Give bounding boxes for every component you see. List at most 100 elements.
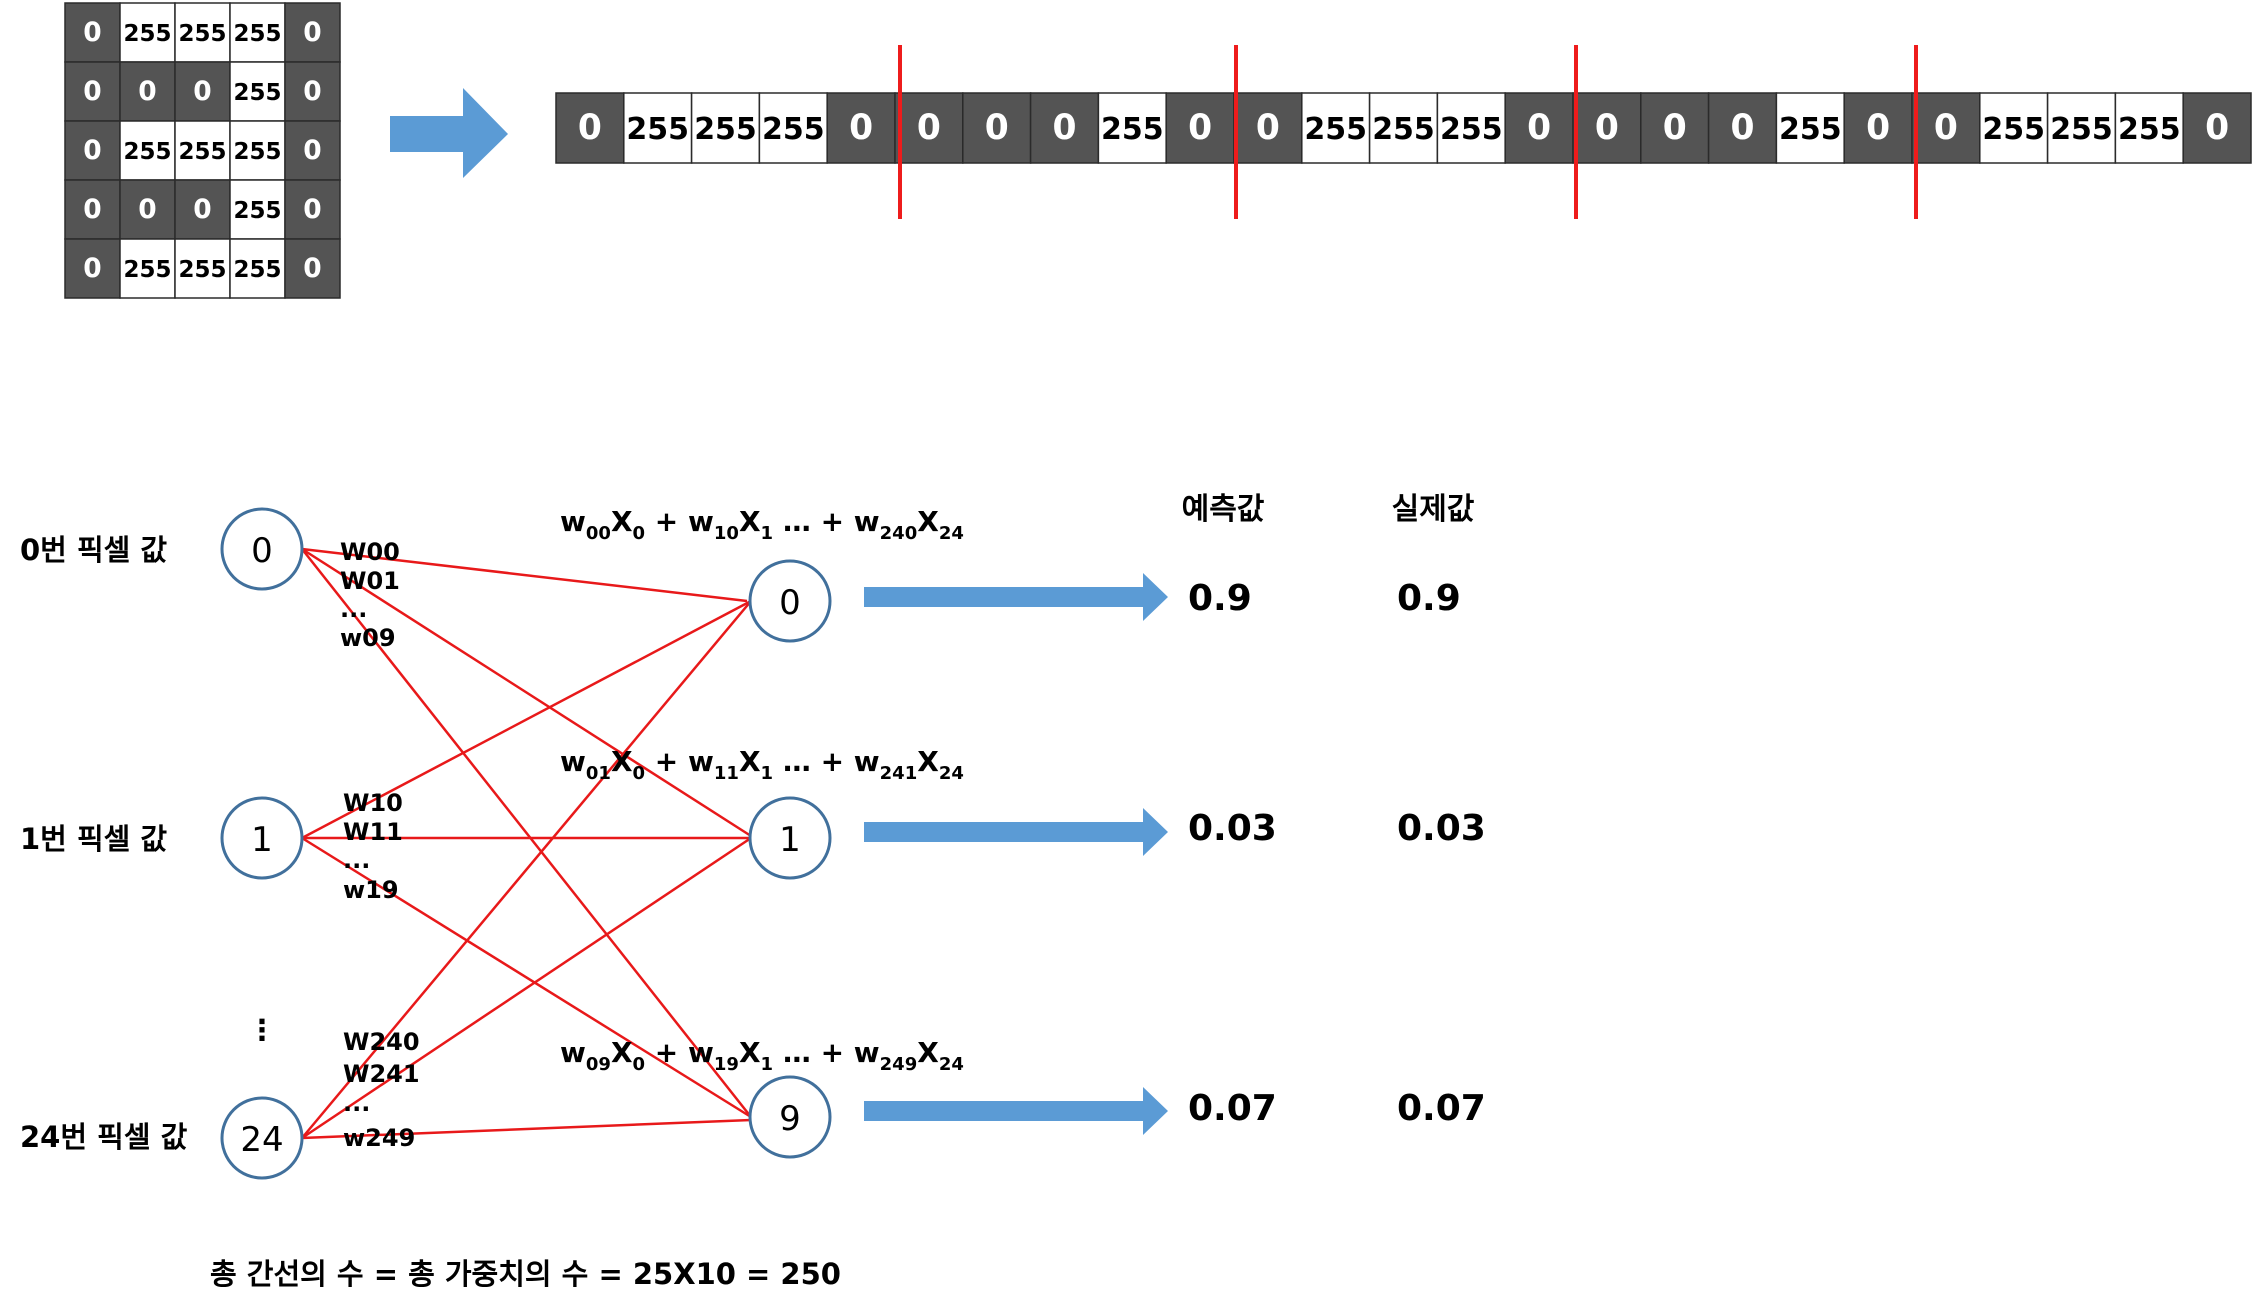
edge xyxy=(301,600,752,1139)
grid-cell-value: 0 xyxy=(193,194,211,225)
weight-label: W240 xyxy=(343,1028,420,1056)
flat-cell: 255 xyxy=(1301,92,1371,164)
flat-cell: 255 xyxy=(2114,92,2184,164)
flat-cell-value: 0 xyxy=(1595,108,1619,148)
input-label: 1번 픽셀 값 xyxy=(20,822,167,856)
flat-cell: 0 xyxy=(555,92,625,164)
flat-cell: 0 xyxy=(1165,92,1235,164)
output-arrow xyxy=(864,573,1168,621)
flat-cell: 255 xyxy=(758,92,828,164)
weight-label: W241 xyxy=(343,1060,420,1088)
grid-cell-value: 255 xyxy=(178,257,226,283)
flat-cell: 0 xyxy=(1233,92,1303,164)
grid-cell: 0 xyxy=(119,61,176,122)
flattened-row: 0 255 255 255 0 0 0 0 255 0 0 255 255 255 0 0 0 0 255 0 0 255… xyxy=(555,92,2252,164)
grid-cell: 255 xyxy=(229,120,286,181)
grid-cell-value: 0 xyxy=(303,17,321,48)
weight-label: w249 xyxy=(343,1124,415,1152)
grid-cell: 0 xyxy=(64,238,121,299)
flat-cell-value: 0 xyxy=(1188,108,1212,148)
flat-cell-value: 0 xyxy=(1934,108,1958,148)
grid-cell-value: 0 xyxy=(303,194,321,225)
flat-cell-value: 255 xyxy=(762,112,825,147)
flat-cell-value: 0 xyxy=(1052,108,1076,148)
grid-cell-value: 0 xyxy=(83,135,101,166)
grid-cell: 255 xyxy=(174,238,231,299)
edge xyxy=(301,547,748,603)
equation: w09X0 + w19X1 … + w249X24 xyxy=(560,1036,964,1075)
weight-label: W11 xyxy=(343,818,403,846)
flat-cell: 0 xyxy=(1572,92,1642,164)
output-node: 1 xyxy=(748,796,832,880)
eq-subscript: 11 xyxy=(714,763,739,784)
flat-cell: 255 xyxy=(623,92,693,164)
weight-label: W00 xyxy=(340,538,400,566)
input-node-label: 1 xyxy=(251,820,273,860)
eq-subscript: 09 xyxy=(586,1054,611,1075)
flat-cell-value: 255 xyxy=(1101,112,1164,147)
grid-cell-value: 255 xyxy=(123,257,171,283)
predicted-header: 예측값 xyxy=(1182,492,1265,527)
edge xyxy=(301,548,752,1118)
flat-cell: 0 xyxy=(1640,92,1710,164)
edge xyxy=(301,836,752,1140)
flat-cell-value: 255 xyxy=(2118,112,2181,147)
flat-cell-value: 0 xyxy=(1527,108,1551,148)
grid-cell: 0 xyxy=(284,238,341,299)
weight-label: ... xyxy=(343,1089,370,1117)
footer-formula: 총 간선의 수 = 총 가중치의 수 = 25X10 = 250 xyxy=(210,1257,841,1291)
flat-cell: 255 xyxy=(1436,92,1506,164)
network-edges xyxy=(301,547,752,1140)
grid-cell-value: 255 xyxy=(233,198,281,224)
edge xyxy=(301,1118,752,1140)
flat-cell: 0 xyxy=(826,92,896,164)
flat-cell: 255 xyxy=(2046,92,2117,164)
flat-cell-value: 255 xyxy=(1440,112,1503,147)
grid-cell: 0 xyxy=(64,179,121,240)
eq-subscript: 249 xyxy=(880,1054,918,1075)
flat-cell: 255 xyxy=(1979,92,2049,164)
input-label: 24번 픽셀 값 xyxy=(20,1120,188,1154)
flat-cell-value: 255 xyxy=(1779,112,1842,147)
grid-cell: 255 xyxy=(229,2,286,63)
grid-cell: 255 xyxy=(229,238,286,299)
grid-cell: 0 xyxy=(284,179,341,240)
weight-label: w19 xyxy=(343,876,399,904)
eq-subscript: 00 xyxy=(586,523,611,544)
grid-cell-value: 0 xyxy=(303,76,321,107)
grid-cell-value: 0 xyxy=(83,76,101,107)
flat-cell-value: 0 xyxy=(1256,108,1280,148)
actual-header: 실제값 xyxy=(1392,492,1475,527)
grid-cell: 255 xyxy=(119,2,176,63)
grid-cell-value: 255 xyxy=(123,139,171,165)
grid-cell-value: 0 xyxy=(138,194,156,225)
flat-cell-value: 0 xyxy=(2205,108,2229,148)
flatten-arrow xyxy=(390,88,508,178)
eq-subscript: 241 xyxy=(880,763,918,784)
output-arrow xyxy=(864,1087,1168,1135)
grid-cell-value: 0 xyxy=(83,253,101,284)
flat-cell: 0 xyxy=(1504,92,1574,164)
input-ellipsis: ⋮ xyxy=(248,1013,277,1047)
grid-cell-value: 0 xyxy=(303,253,321,284)
edge xyxy=(301,836,752,1119)
flat-cell: 0 xyxy=(1029,92,1100,164)
grid-cell: 0 xyxy=(284,2,341,63)
grid-cell-value: 0 xyxy=(83,194,101,225)
eq-subscript: 01 xyxy=(586,763,611,784)
actual-value: 0.07 xyxy=(1397,1088,1486,1129)
flat-cell-value: 0 xyxy=(1730,108,1754,148)
edge xyxy=(301,599,752,840)
flat-cell-value: 0 xyxy=(578,108,602,148)
input-node: 1 xyxy=(220,796,304,880)
grid-cell-value: 0 xyxy=(83,17,101,48)
predicted-value: 0.03 xyxy=(1188,808,1277,849)
grid-cell: 255 xyxy=(119,238,176,299)
grid-cell-value: 255 xyxy=(233,139,281,165)
flat-cell-value: 255 xyxy=(626,112,689,147)
flat-cell: 255 xyxy=(1097,92,1167,164)
grid-cell-value: 255 xyxy=(178,21,226,47)
row-separators xyxy=(898,45,1918,219)
grid-cell-value: 0 xyxy=(138,76,156,107)
